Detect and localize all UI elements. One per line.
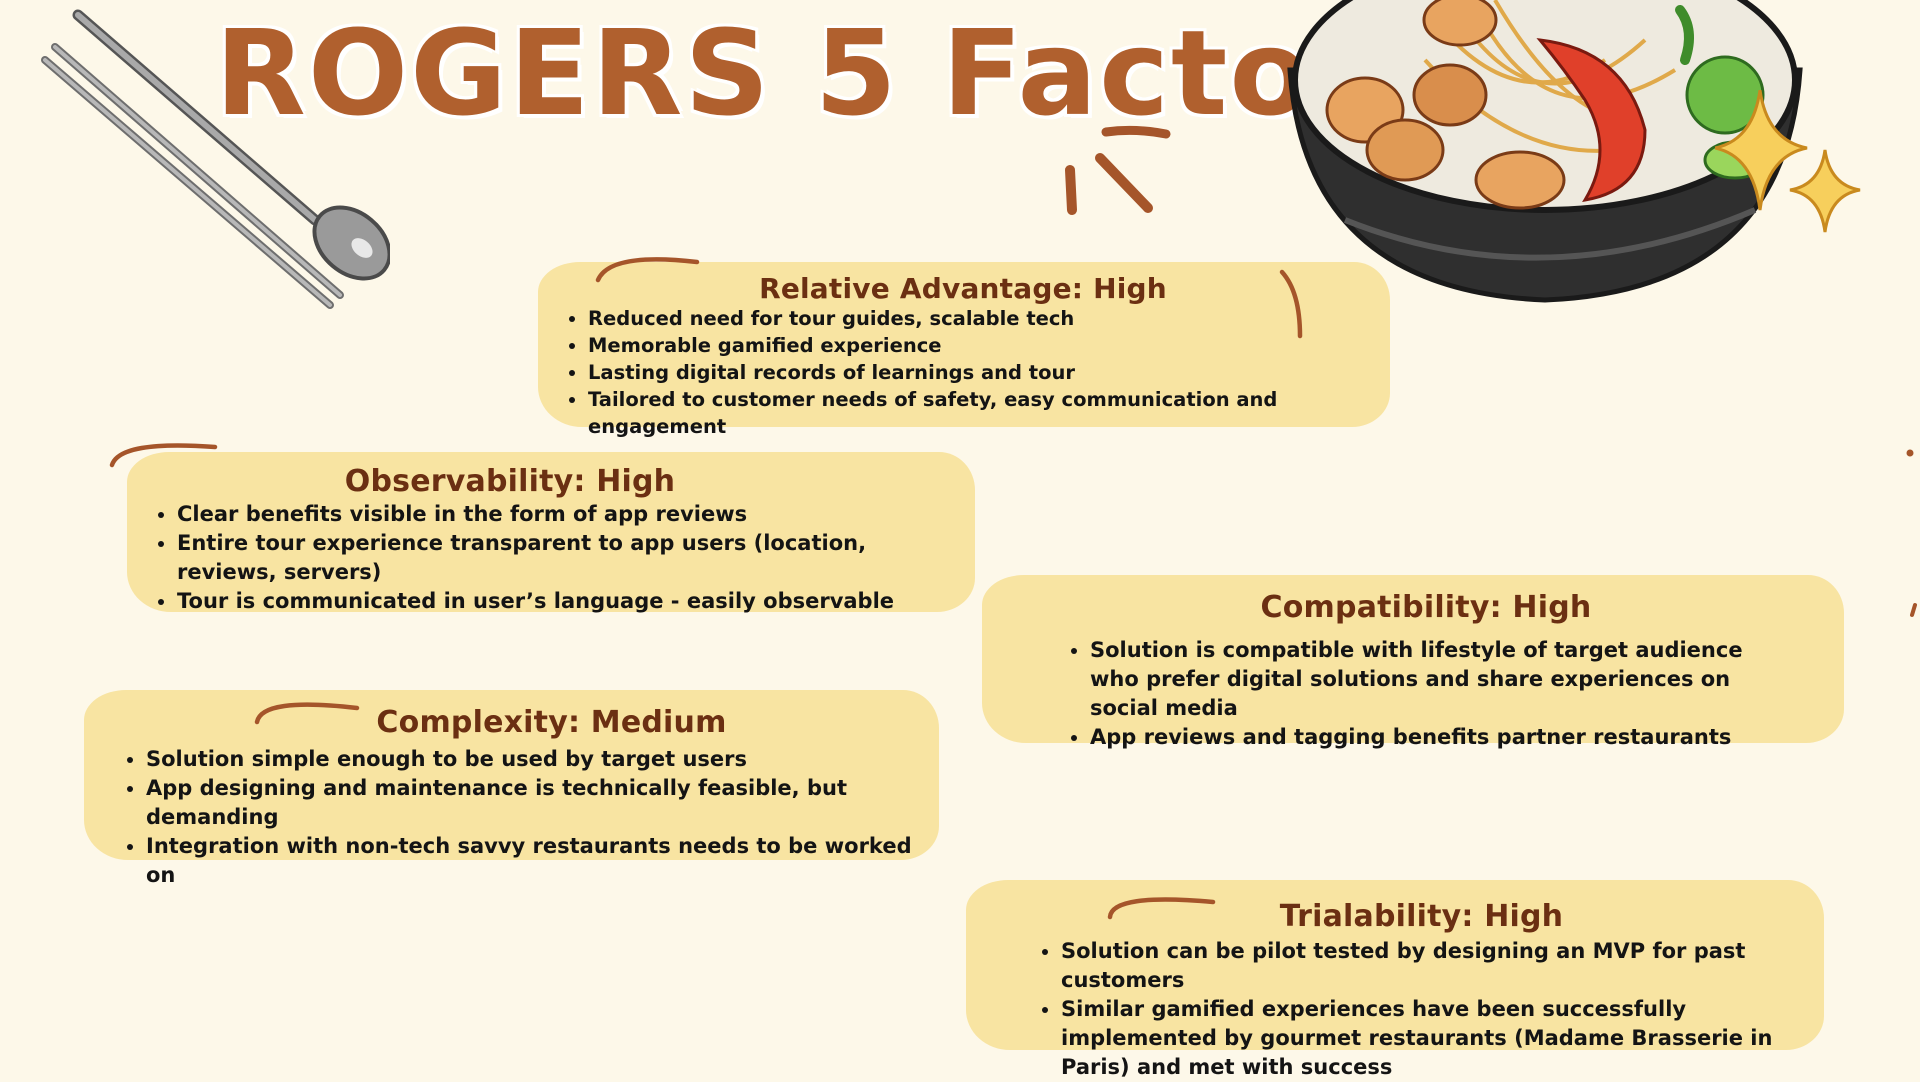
list-item: Reduced need for tour guides, scalable t…	[588, 305, 1360, 332]
page-title: ROGERS 5 Factors	[214, 3, 1445, 144]
card-compatibility: Compatibility: High Solution is compatib…	[982, 575, 1844, 749]
card-trialability: Trialability: High Solution can be pilot…	[966, 880, 1824, 1079]
card-observability: Observability: High Clear benefits visib…	[127, 452, 975, 613]
list-item: Memorable gamified experience	[588, 332, 1360, 359]
noodle-bowl-illustration	[1287, 0, 1803, 303]
card-list: Solution is compatible with lifestyle of…	[1068, 636, 1784, 752]
card-heading: Complexity: Medium	[376, 705, 727, 740]
sparkle-icon	[1715, 90, 1861, 233]
card-relative-advantage: Relative Advantage: High Reduced need fo…	[538, 262, 1390, 438]
list-item: Solution is compatible with lifestyle of…	[1090, 636, 1784, 723]
card-list: Reduced need for tour guides, scalable t…	[566, 305, 1360, 440]
list-item: Integration with non-tech savvy restaura…	[146, 832, 919, 890]
list-item: Solution simple enough to be used by tar…	[146, 745, 919, 774]
card-heading: Observability: High	[344, 464, 676, 499]
list-item: Lasting digital records of learnings and…	[588, 359, 1360, 386]
list-item: Entire tour experience transparent to ap…	[177, 529, 955, 587]
list-item: Solution can be pilot tested by designin…	[1061, 937, 1784, 995]
card-heading: Compatibility: High	[1260, 590, 1592, 625]
list-item: Tailored to customer needs of safety, ea…	[588, 386, 1360, 440]
list-item: App designing and maintenance is technic…	[146, 774, 919, 832]
card-heading: Trialability: High	[1279, 899, 1564, 934]
card-heading: Relative Advantage: High	[759, 272, 1167, 305]
list-item: Tour is communicated in user’s language …	[177, 587, 955, 616]
accent-strokes	[1065, 125, 1171, 215]
card-list: Solution can be pilot tested by designin…	[1039, 937, 1784, 1082]
card-list: Solution simple enough to be used by tar…	[124, 745, 919, 890]
list-item: Clear benefits visible in the form of ap…	[177, 500, 955, 529]
list-item: App reviews and tagging benefits partner…	[1090, 723, 1784, 752]
list-item: Similar gamified experiences have been s…	[1061, 995, 1784, 1082]
card-complexity: Complexity: Medium Solution simple enoug…	[84, 690, 939, 887]
chopsticks-spoon-illustration	[41, 9, 390, 309]
card-list: Clear benefits visible in the form of ap…	[155, 500, 955, 616]
